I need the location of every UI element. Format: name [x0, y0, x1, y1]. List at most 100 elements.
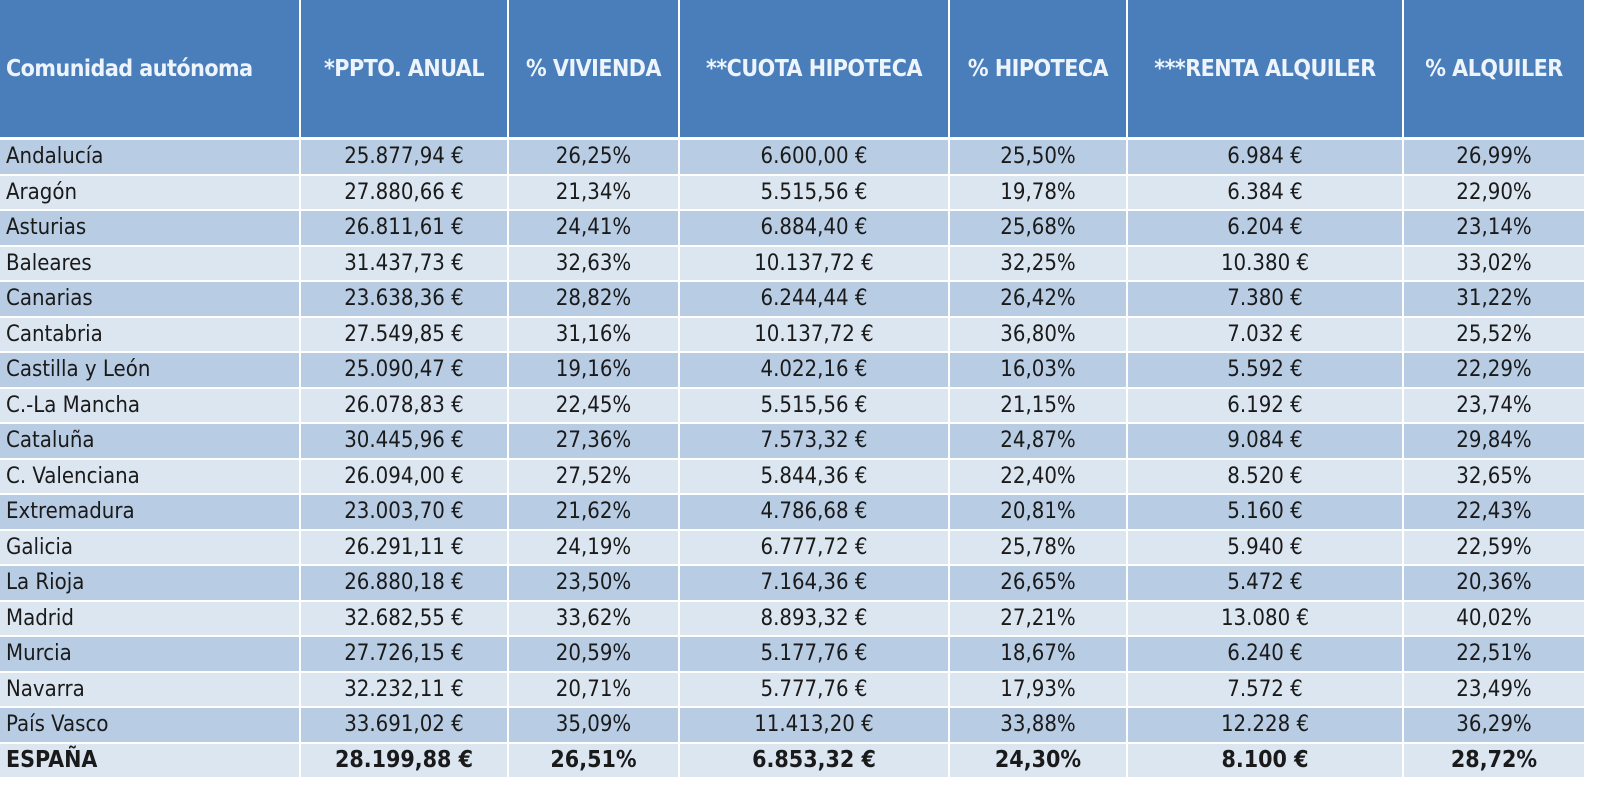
- table-row: Murcia 27.726,15 €20,59% 5.177,76 €18,67% 6…: [0, 637, 1584, 673]
- cell-pct-vivienda: 28,82%: [509, 282, 678, 318]
- cell-pct-vivienda: 24,19%: [509, 530, 678, 566]
- table-row: Canarias 23.638,36 €28,82% 6.244,44 €26,42…: [0, 282, 1584, 318]
- cell-pct-vivienda: 35,09%: [509, 708, 678, 744]
- cell-pct-vivienda: 21,62%: [509, 495, 678, 531]
- cell-pct-vivienda: 21,34%: [509, 175, 678, 211]
- cell-pct-hipoteca: 17,93%: [950, 672, 1126, 708]
- cell-renta-alquiler: 9.084 €: [1128, 424, 1402, 460]
- cell-pct-hipoteca: 36,80%: [950, 317, 1126, 353]
- cell-comunidad: Asturias: [0, 211, 299, 247]
- cell-comunidad: C.-La Mancha: [0, 388, 299, 424]
- cell-comunidad: Extremadura: [0, 495, 299, 531]
- cell-cuota-hipoteca: 5.777,76 €: [680, 672, 948, 708]
- cell-renta-alquiler: 7.572 €: [1128, 672, 1402, 708]
- cell-pct-alquiler: 20,36%: [1404, 566, 1584, 602]
- cell-renta-alquiler: 6.384 €: [1128, 175, 1402, 211]
- table-row: Andalucía 25.877,94 €26,25% 6.600,00 €25,5…: [0, 140, 1584, 176]
- cell-ppto-anual: 27.880,66 €: [301, 175, 507, 211]
- cell-ppto-anual: 26.094,00 €: [301, 459, 507, 495]
- cell-pct-alquiler: 22,90%: [1404, 175, 1584, 211]
- cell-pct-hipoteca: 26,65%: [950, 566, 1126, 602]
- cell-ppto-anual: 26.811,61 €: [301, 211, 507, 247]
- cell-pct-vivienda: 27,36%: [509, 424, 678, 460]
- cell-renta-alquiler: 5.592 €: [1128, 353, 1402, 389]
- cell-pct-vivienda: 26,25%: [509, 140, 678, 176]
- cell-cuota-hipoteca: 4.786,68 €: [680, 495, 948, 531]
- cell-pct-hipoteca: 27,21%: [950, 601, 1126, 637]
- cell-comunidad: Aragón: [0, 175, 299, 211]
- cell-pct-vivienda: 23,50%: [509, 566, 678, 602]
- header-pct-hipoteca: % HIPOTECA: [950, 0, 1126, 140]
- cell-renta-alquiler: 6.240 €: [1128, 637, 1402, 673]
- cell-pct-hipoteca: 24,87%: [950, 424, 1126, 460]
- cell-ppto-anual: 23.638,36 €: [301, 282, 507, 318]
- header-ppto-anual: *PPTO. ANUAL: [301, 0, 507, 140]
- cell-comunidad: Cantabria: [0, 317, 299, 353]
- cell-cuota-hipoteca: 5.515,56 €: [680, 388, 948, 424]
- cell-pct-alquiler: 25,52%: [1404, 317, 1584, 353]
- cell-pct-hipoteca: 18,67%: [950, 637, 1126, 673]
- cell-comunidad: Andalucía: [0, 140, 299, 176]
- cell-cuota-hipoteca: 6.600,00 €: [680, 140, 948, 176]
- cell-comunidad: C. Valenciana: [0, 459, 299, 495]
- header-row: Comunidad autónoma *PPTO. ANUAL % VIVIEN…: [0, 0, 1584, 140]
- table-row: Navarra 32.232,11 €20,71% 5.777,76 €17,93%…: [0, 672, 1584, 708]
- cell-ppto-anual: 27.726,15 €: [301, 637, 507, 673]
- table-row: Baleares 31.437,73 €32,63% 10.137,72 €32,2…: [0, 246, 1584, 282]
- cell-cuota-hipoteca: 10.137,72 €: [680, 317, 948, 353]
- cell-pct-alquiler: 22,51%: [1404, 637, 1584, 673]
- header-comunidad: Comunidad autónoma: [0, 0, 299, 140]
- table-row: Madrid 32.682,55 €33,62% 8.893,32 €27,21% 1…: [0, 601, 1584, 637]
- cell-ppto-anual: 26.880,18 €: [301, 566, 507, 602]
- cell-pct-hipoteca: 19,78%: [950, 175, 1126, 211]
- cell-cuota-hipoteca: 7.164,36 €: [680, 566, 948, 602]
- cell-cuota-hipoteca: 6.777,72 €: [680, 530, 948, 566]
- cell-ppto-anual: 32.682,55 €: [301, 601, 507, 637]
- cell-pct-hipoteca: 25,78%: [950, 530, 1126, 566]
- table-row: La Rioja 26.880,18 €23,50% 7.164,36 €26,65…: [0, 566, 1584, 602]
- table-row: País Vasco 33.691,02 €35,09% 11.413,20 €33…: [0, 708, 1584, 744]
- cell-renta-alquiler: 10.380 €: [1128, 246, 1402, 282]
- cell-renta-alquiler: 5.940 €: [1128, 530, 1402, 566]
- cell-cuota-hipoteca: 6.884,40 €: [680, 211, 948, 247]
- table-row: Castilla y León 25.090,47 €19,16% 4.022,16…: [0, 353, 1584, 389]
- cell-comunidad: Madrid: [0, 601, 299, 637]
- cell-pct-alquiler: 33,02%: [1404, 246, 1584, 282]
- cell-renta-alquiler: 6.984 €: [1128, 140, 1402, 176]
- table-row: Cantabria 27.549,85 €31,16% 10.137,72 €36,…: [0, 317, 1584, 353]
- cell-renta-alquiler: 5.472 €: [1128, 566, 1402, 602]
- cell-comunidad: Navarra: [0, 672, 299, 708]
- cell-cuota-hipoteca: 5.515,56 €: [680, 175, 948, 211]
- total-row: ESPAÑA 28.199,88 €26,51% 6.853,32 €24,30% 8…: [0, 743, 1584, 779]
- cell-ppto-anual: 32.232,11 €: [301, 672, 507, 708]
- cell-cuota-hipoteca: 11.413,20 €: [680, 708, 948, 744]
- cell-cuota-hipoteca: 6.244,44 €: [680, 282, 948, 318]
- cell-pct-alquiler: 31,22%: [1404, 282, 1584, 318]
- cell-pct-hipoteca: 22,40%: [950, 459, 1126, 495]
- cell-ppto-anual: 30.445,96 €: [301, 424, 507, 460]
- table-row: C. Valenciana 26.094,00 €27,52% 5.844,36 €…: [0, 459, 1584, 495]
- cell-pct-hipoteca: 33,88%: [950, 708, 1126, 744]
- cell-pct-vivienda: 24,41%: [509, 211, 678, 247]
- cell-ppto-anual: 33.691,02 €: [301, 708, 507, 744]
- cell-comunidad: ESPAÑA: [0, 743, 299, 779]
- cell-renta-alquiler: 8.100 €: [1128, 743, 1402, 779]
- cell-comunidad: Murcia: [0, 637, 299, 673]
- cell-pct-vivienda: 33,62%: [509, 601, 678, 637]
- housing-cost-table: Comunidad autónoma *PPTO. ANUAL % VIVIEN…: [0, 0, 1584, 779]
- cell-renta-alquiler: 7.380 €: [1128, 282, 1402, 318]
- cell-ppto-anual: 26.291,11 €: [301, 530, 507, 566]
- cell-pct-alquiler: 23,14%: [1404, 211, 1584, 247]
- cell-comunidad: Canarias: [0, 282, 299, 318]
- cell-ppto-anual: 25.877,94 €: [301, 140, 507, 176]
- cell-ppto-anual: 27.549,85 €: [301, 317, 507, 353]
- cell-pct-vivienda: 19,16%: [509, 353, 678, 389]
- cell-pct-alquiler: 23,49%: [1404, 672, 1584, 708]
- cell-ppto-anual: 26.078,83 €: [301, 388, 507, 424]
- cell-pct-alquiler: 36,29%: [1404, 708, 1584, 744]
- cell-cuota-hipoteca: 4.022,16 €: [680, 353, 948, 389]
- table-row: C.-La Mancha 26.078,83 €22,45% 5.515,56 €2…: [0, 388, 1584, 424]
- cell-renta-alquiler: 5.160 €: [1128, 495, 1402, 531]
- cell-pct-alquiler: 23,74%: [1404, 388, 1584, 424]
- cell-renta-alquiler: 8.520 €: [1128, 459, 1402, 495]
